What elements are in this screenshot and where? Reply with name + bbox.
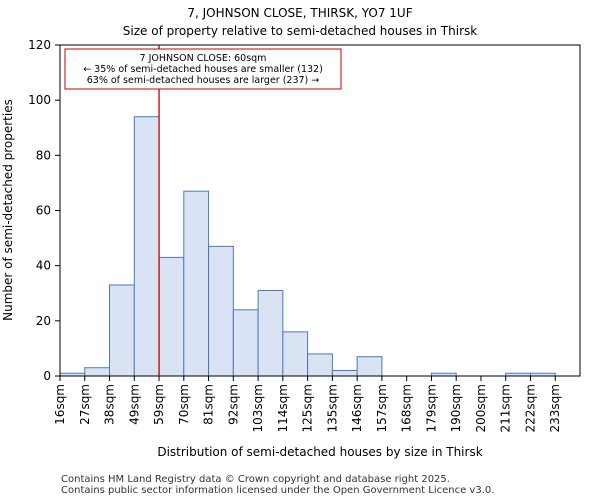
annotation-line-2: ← 35% of semi-detached houses are smalle… (83, 64, 323, 75)
x-tick-label: 103sqm (251, 384, 265, 432)
bar-135sqm (331, 369, 358, 377)
x-tick-label: 70sqm (177, 384, 191, 425)
x-tick-label: 49sqm (127, 384, 141, 425)
annotation-box: 7 JOHNSON CLOSE: 60sqm← 35% of semi-deta… (64, 48, 342, 90)
y-tick-label: 120 (28, 38, 51, 52)
y-tick-label: 0 (43, 369, 51, 383)
bar-49sqm (133, 116, 160, 377)
y-tick-label: 80 (36, 148, 51, 162)
bar-114sqm (282, 331, 309, 377)
x-tick-label: 190sqm (449, 384, 463, 432)
x-tick-label: 200sqm (474, 384, 488, 432)
footer-copyright: Contains HM Land Registry data © Crown c… (61, 474, 450, 485)
x-tick-label: 157sqm (375, 384, 389, 432)
bar-92sqm (232, 309, 259, 377)
x-tick-label: 146sqm (350, 384, 364, 432)
y-tick-label: 60 (36, 204, 51, 218)
annotation-line-1: 7 JOHNSON CLOSE: 60sqm (140, 53, 267, 64)
x-tick-label: 27sqm (78, 384, 92, 425)
annotation-line-3: 63% of semi-detached houses are larger (… (87, 75, 320, 86)
bars-group (59, 116, 556, 377)
axis-ticks-group: 16sqm 27sqm 38sqm 49sqm 59sqm 70sqm 81sqm 92sqm… (28, 38, 562, 432)
x-tick-label: 233sqm (548, 384, 562, 432)
x-tick-label: 135sqm (325, 384, 339, 432)
y-tick-label: 40 (36, 259, 51, 273)
x-tick-label: 59sqm (152, 384, 166, 425)
bar-146sqm (356, 356, 383, 377)
bar-103sqm (257, 289, 284, 377)
x-tick-label: 125sqm (301, 384, 315, 432)
x-tick-label: 81sqm (202, 384, 216, 425)
x-tick-label: 38sqm (103, 384, 117, 425)
x-tick-label: 92sqm (226, 384, 240, 425)
x-tick-label: 211sqm (499, 384, 513, 432)
chart-subtitle: Size of property relative to semi-detach… (123, 24, 477, 38)
chart-title: 7, JOHNSON CLOSE, THIRSK, YO7 1UF (187, 6, 412, 20)
bar-38sqm (109, 284, 135, 377)
footer-licence: Contains public sector information licen… (61, 485, 495, 496)
x-axis-label: Distribution of semi-detached houses by … (157, 445, 482, 459)
bar-59sqm (158, 256, 185, 377)
plot-frame (59, 44, 581, 377)
bar-81sqm (208, 245, 234, 377)
x-tick-label: 114sqm (276, 384, 290, 432)
y-tick-label: 20 (36, 314, 51, 328)
y-axis-label: Number of semi-detached properties (1, 99, 15, 321)
x-tick-label: 168sqm (400, 384, 414, 432)
x-tick-label: 16sqm (53, 384, 67, 425)
y-tick-label: 100 (28, 93, 51, 107)
x-tick-label: 222sqm (523, 384, 537, 432)
bar-125sqm (307, 353, 333, 377)
x-tick-label: 179sqm (424, 384, 438, 432)
bar-27sqm (84, 367, 111, 377)
bar-70sqm (183, 190, 210, 377)
annotation-frame (64, 48, 342, 90)
